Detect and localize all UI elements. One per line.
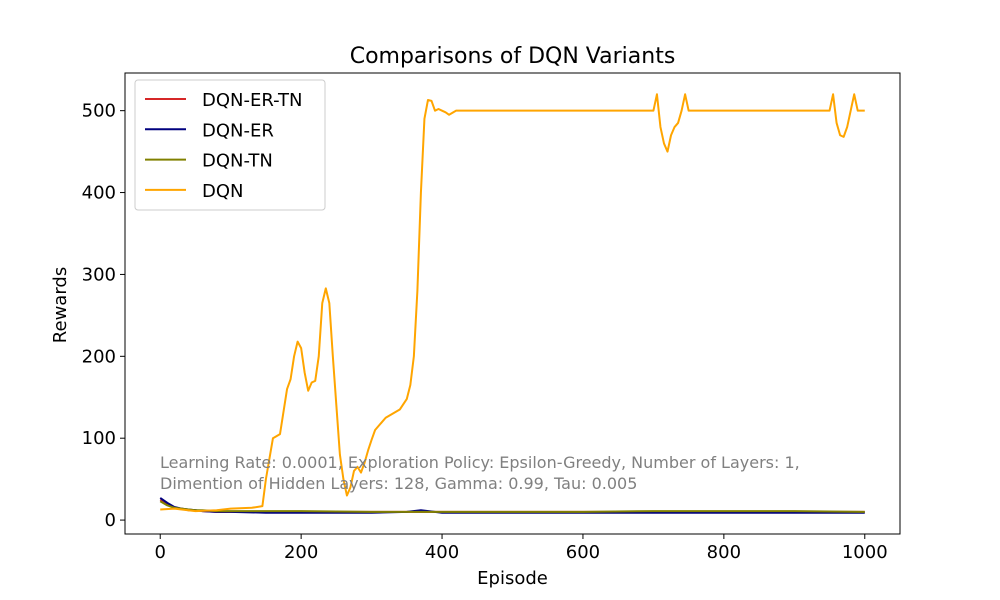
annotation-line-1: Learning Rate: 0.0001, Exploration Polic…: [160, 453, 800, 472]
y-axis-label: Rewards: [50, 267, 71, 343]
x-tick-label: 0: [155, 542, 166, 563]
y-tick-label: 0: [105, 510, 116, 531]
plot-area: [159, 93, 865, 514]
y-tick-label: 300: [82, 264, 116, 285]
axes: 0 200 400 600 800 1000 0 100 200 300 400 500: [82, 72, 901, 563]
chart-title: Comparisons of DQN Variants: [350, 44, 676, 69]
legend-box: [134, 79, 326, 211]
x-axis-label: Episode: [477, 568, 548, 589]
y-tick-label: 200: [82, 346, 116, 367]
y-tick-label: 500: [82, 101, 116, 122]
annotation: Learning Rate: 0.0001, Exploration Polic…: [160, 453, 800, 493]
series-line-dqn: [160, 93, 865, 513]
x-tick-label: 800: [707, 542, 741, 563]
legend: DQN-ER-TN DQN-ER DQN-TN DQN: [134, 79, 326, 211]
legend-entry: DQN-ER: [202, 120, 274, 141]
legend-entry: DQN-ER-TN: [202, 90, 302, 111]
x-tick-label: 400: [425, 542, 459, 563]
y-tick-label: 400: [82, 183, 116, 204]
y-tick-label: 100: [82, 428, 116, 449]
x-tick-label: 200: [284, 542, 318, 563]
x-tick-label: 600: [566, 542, 600, 563]
legend-entry: DQN-TN: [202, 151, 273, 172]
x-tick-label: 1000: [842, 542, 888, 563]
annotation-line-2: Dimention of Hidden Layers: 128, Gamma: …: [160, 474, 637, 493]
series-lines: [159, 93, 865, 514]
plot-frame: [124, 72, 901, 535]
legend-entry: DQN: [202, 181, 244, 202]
